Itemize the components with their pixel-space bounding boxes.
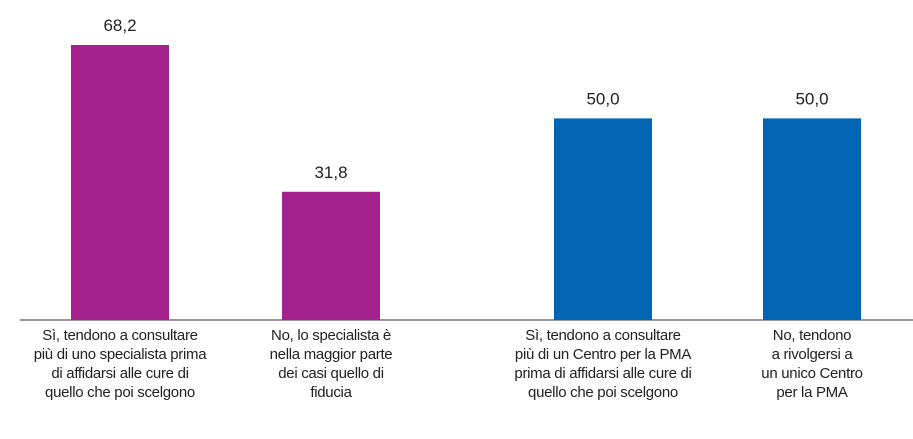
value-label: 50,0 [795, 89, 828, 108]
value-label: 68,2 [103, 16, 136, 35]
x-tick-label: No, tendono a rivolgersi a un unico Cent… [761, 327, 863, 401]
x-tick-label: Sì, tendono a consultare più di un Centr… [514, 327, 692, 401]
value-label: 31,8 [314, 163, 347, 182]
bar [763, 118, 861, 320]
bar [282, 191, 380, 320]
x-tick-label: Sì, tendono a consultare più di uno spec… [33, 327, 207, 401]
value-label: 50,0 [586, 89, 619, 108]
x-tick-label: No, lo specialista è nella maggior parte… [269, 327, 393, 401]
bar [71, 45, 169, 320]
bar [554, 118, 652, 320]
